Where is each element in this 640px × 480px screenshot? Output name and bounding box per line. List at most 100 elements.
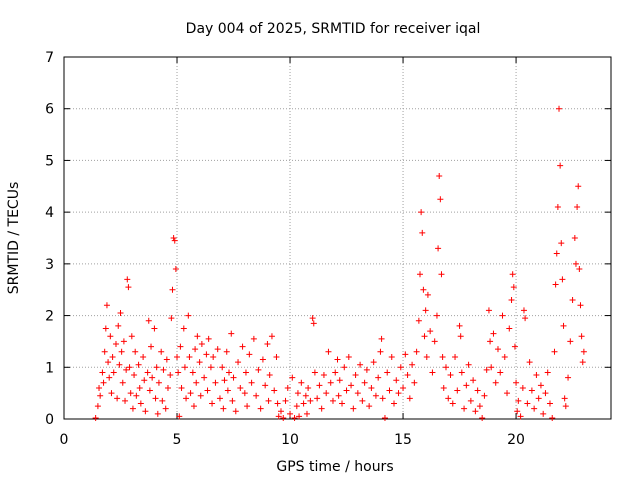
data-point (348, 382, 355, 389)
data-point (334, 356, 341, 363)
data-point (131, 372, 138, 379)
data-point (235, 359, 242, 366)
data-point (406, 395, 413, 402)
data-point (262, 382, 269, 389)
data-point (325, 348, 332, 355)
data-point (153, 364, 160, 371)
data-point (116, 361, 123, 368)
data-point (112, 341, 119, 348)
data-point (421, 333, 428, 340)
data-point (402, 351, 409, 358)
data-point (437, 196, 444, 203)
data-point (422, 307, 429, 314)
x-tick-label: 20 (507, 432, 525, 448)
data-point (140, 353, 147, 360)
data-point (341, 364, 348, 371)
data-point (102, 325, 109, 332)
data-point (305, 384, 312, 391)
data-point (124, 276, 131, 283)
y-tick-label: 0 (45, 412, 54, 428)
data-point (318, 405, 325, 412)
data-point (467, 397, 474, 404)
data-point (452, 353, 459, 360)
data-point (303, 410, 310, 417)
data-point (535, 395, 542, 402)
data-point (531, 405, 538, 412)
data-point (183, 395, 190, 402)
data-point (141, 377, 148, 384)
data-point (241, 390, 248, 397)
data-point (142, 408, 149, 415)
data-point (192, 346, 199, 353)
data-point (248, 379, 255, 386)
data-point (277, 408, 284, 415)
data-point (172, 266, 179, 273)
data-point (144, 369, 151, 376)
x-tick-label: 0 (60, 432, 69, 448)
data-point (133, 392, 140, 399)
data-point (335, 392, 342, 399)
data-point (361, 379, 368, 386)
data-point (542, 390, 549, 397)
data-point (463, 382, 470, 389)
data-point (117, 309, 124, 316)
axis-ticks: 0 5 10 15 20 0 1 2 3 4 5 6 7 (45, 50, 611, 448)
data-point (377, 348, 384, 355)
data-point (397, 364, 404, 371)
y-tick-label: 3 (45, 257, 54, 273)
data-point (210, 353, 217, 360)
data-point (100, 379, 107, 386)
data-point (163, 356, 170, 363)
data-point (300, 400, 307, 407)
data-point (433, 312, 440, 319)
data-point (155, 379, 162, 386)
data-point (118, 348, 125, 355)
data-point (526, 359, 533, 366)
data-point (572, 260, 579, 267)
data-point (175, 369, 182, 376)
data-point (393, 377, 400, 384)
data-point (435, 245, 442, 252)
data-point (309, 315, 316, 322)
data-point (472, 408, 479, 415)
data-point (456, 322, 463, 329)
data-point (554, 203, 561, 210)
data-point (198, 341, 205, 348)
data-point (368, 384, 375, 391)
data-point (205, 335, 212, 342)
data-point (379, 395, 386, 402)
data-point (537, 382, 544, 389)
data-point (239, 343, 246, 350)
data-point (296, 413, 303, 420)
data-point (370, 359, 377, 366)
data-point (378, 335, 385, 342)
data-point (232, 408, 239, 415)
data-points (92, 105, 587, 421)
data-point (415, 317, 422, 324)
data-point (228, 330, 235, 337)
y-tick-label: 6 (45, 102, 54, 118)
data-point (230, 374, 237, 381)
data-point (242, 369, 249, 376)
data-point (424, 291, 431, 298)
data-point (445, 395, 452, 402)
data-point (264, 341, 271, 348)
data-point (580, 348, 587, 355)
data-point (268, 333, 275, 340)
data-point (359, 397, 366, 404)
data-point (316, 382, 323, 389)
data-point (561, 395, 568, 402)
data-point (101, 348, 108, 355)
data-point (419, 229, 426, 236)
data-point (176, 413, 183, 420)
data-point (458, 369, 465, 376)
data-point (129, 405, 136, 412)
data-point (298, 379, 305, 386)
data-point (420, 286, 427, 293)
data-point (544, 369, 551, 376)
data-point (280, 414, 287, 421)
data-point (275, 413, 282, 420)
data-point (336, 377, 343, 384)
data-point (442, 364, 449, 371)
data-point (514, 408, 521, 415)
